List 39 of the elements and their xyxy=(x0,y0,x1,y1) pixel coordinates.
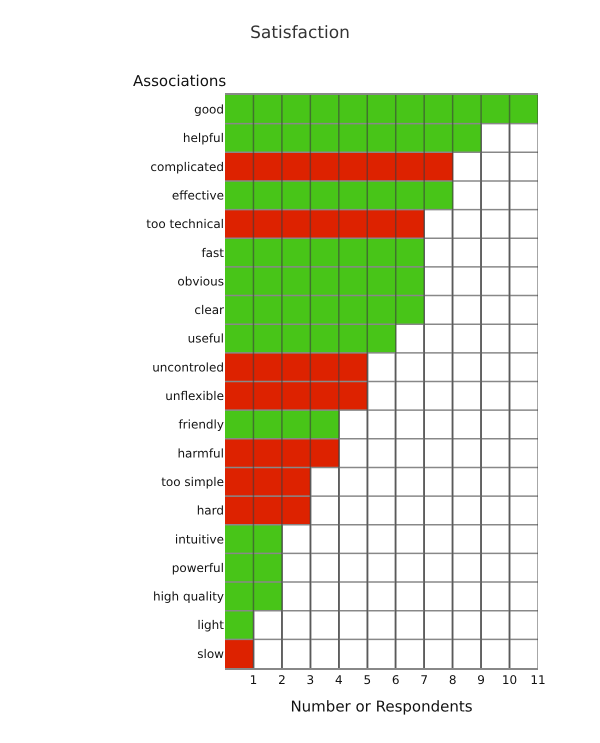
x-tick-label: 1 xyxy=(250,673,258,688)
x-tick-label: 4 xyxy=(335,673,343,688)
y-tick-label: slow xyxy=(197,646,224,661)
bar xyxy=(225,152,453,181)
y-tick-label: fast xyxy=(201,246,224,260)
y-tick-label: hard xyxy=(196,504,224,518)
y-tick-label: helpful xyxy=(182,131,224,146)
y-tick-label: useful xyxy=(188,332,224,346)
x-tick-label: 6 xyxy=(392,673,400,688)
y-tick-label: good xyxy=(194,102,224,117)
bar xyxy=(225,410,339,439)
x-tick-label: 5 xyxy=(363,673,372,688)
bar xyxy=(225,181,453,210)
x-tick-label: 7 xyxy=(420,673,428,688)
x-tick-label: 11 xyxy=(530,673,546,688)
x-tick-label: 9 xyxy=(477,673,485,688)
y-tick-label: effective xyxy=(172,188,224,202)
x-tick-label: 10 xyxy=(502,673,518,688)
y-tick-label: high quality xyxy=(152,590,224,604)
y-tick-label: intuitive xyxy=(174,532,224,546)
y-tick-label: powerful xyxy=(172,560,224,575)
y-tick-label: clear xyxy=(194,303,224,318)
y-tick-label: obvious xyxy=(177,274,224,288)
y-tick-label: harmful xyxy=(177,446,224,460)
x-tick-label: 8 xyxy=(448,673,456,688)
y-tick-label: too simple xyxy=(161,474,224,489)
y-tick-label: uncontroled xyxy=(152,360,224,374)
y-tick-label: unflexible xyxy=(165,389,224,404)
bar xyxy=(225,639,253,668)
x-tick-label: 3 xyxy=(306,673,314,688)
y-tick-label: friendly xyxy=(178,418,224,432)
chart-title: Satisfaction xyxy=(250,22,350,43)
y-tick-label: too technical xyxy=(146,217,224,232)
x-tick-label: 2 xyxy=(278,673,286,688)
x-axis-title: Number or Respondents xyxy=(290,698,473,716)
bar xyxy=(225,210,424,238)
y-axis-title: Associations xyxy=(133,72,226,90)
y-tick-label: complicated xyxy=(150,160,224,174)
y-tick-label: light xyxy=(197,618,224,632)
